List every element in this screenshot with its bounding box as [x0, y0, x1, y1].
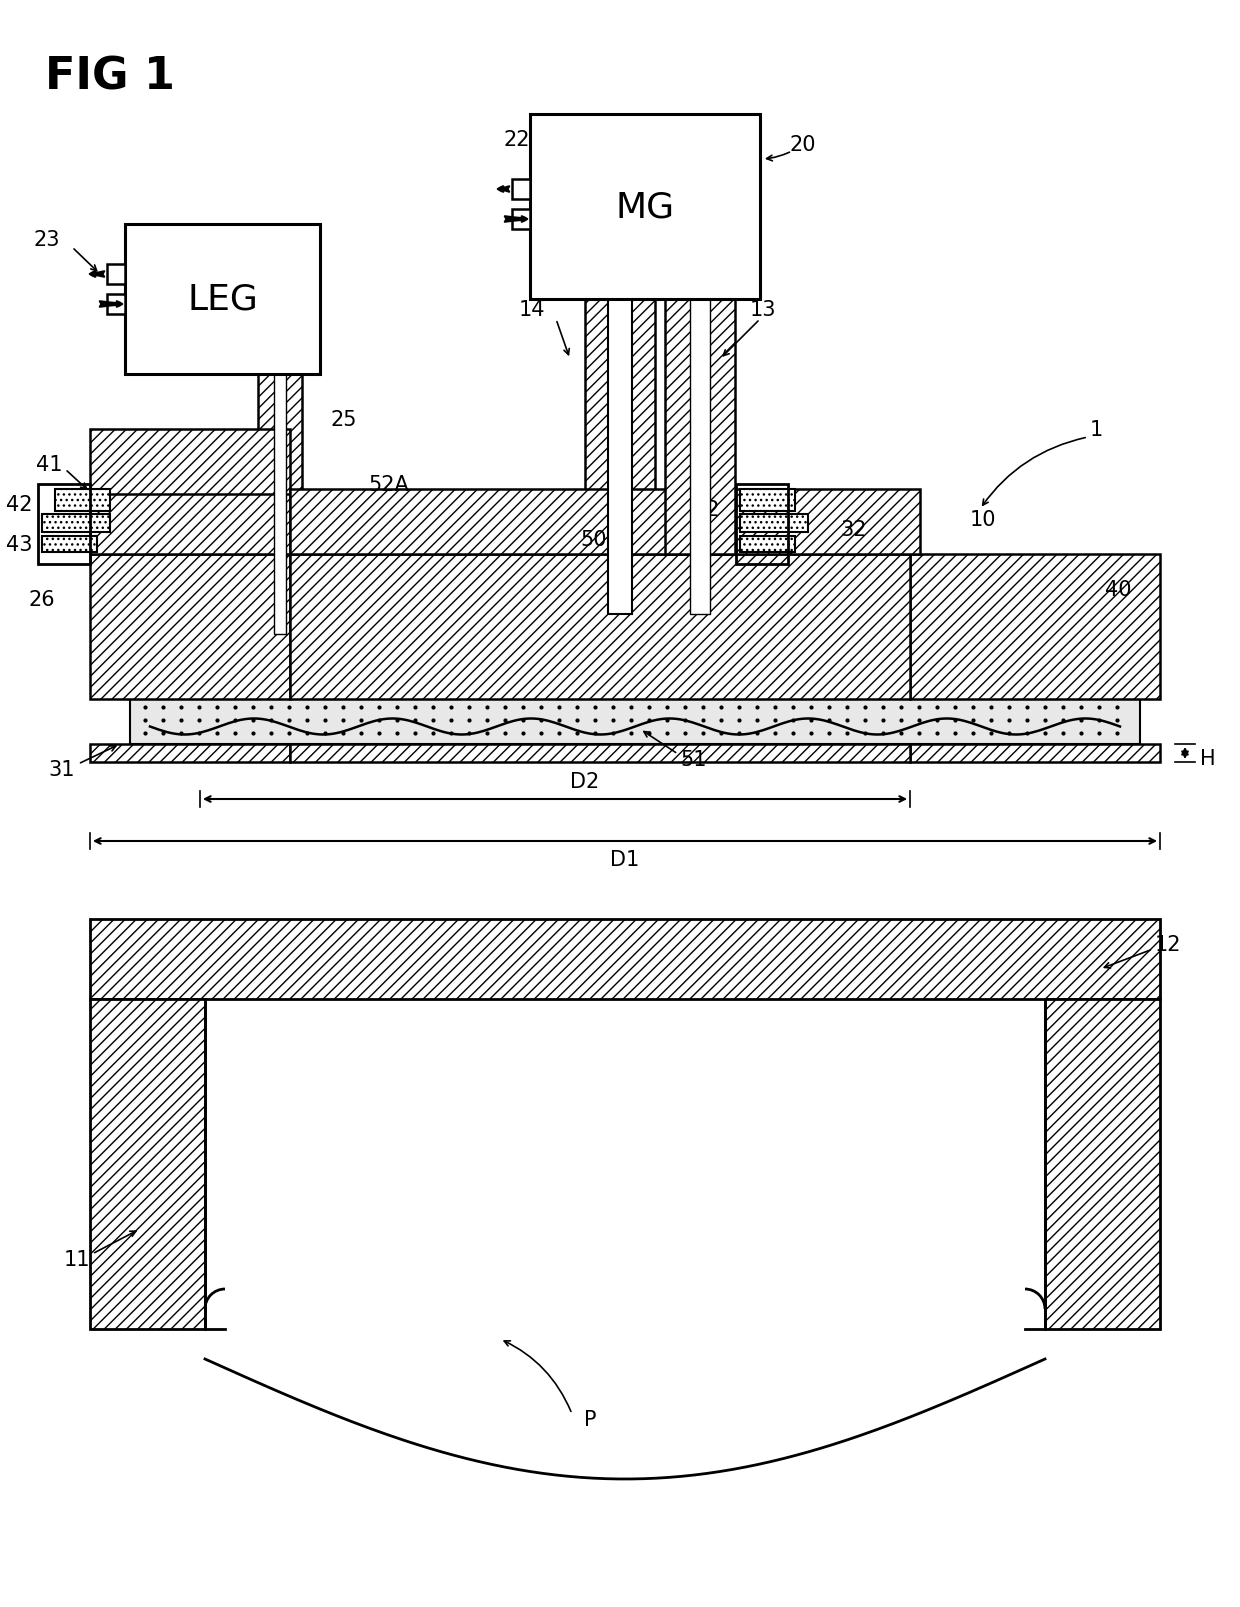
Text: 12: 12 [1154, 934, 1182, 955]
Bar [290, 490, 920, 554]
Text: 22: 22 [503, 130, 529, 149]
Text: 32: 32 [839, 519, 867, 540]
Bar [125, 225, 320, 374]
Text: 43: 43 [5, 535, 32, 554]
Bar [740, 537, 795, 553]
Bar [740, 514, 808, 532]
Text: 40: 40 [1105, 580, 1131, 599]
Text: 52A: 52A [368, 474, 409, 495]
Text: D2: D2 [570, 771, 600, 792]
Text: 23: 23 [33, 230, 60, 249]
Text: MG: MG [615, 190, 675, 225]
Bar [512, 180, 529, 199]
Text: 50: 50 [580, 530, 606, 550]
Text: 42: 42 [693, 500, 720, 519]
Bar [290, 554, 910, 699]
Text: P: P [584, 1409, 596, 1429]
Bar [38, 485, 91, 564]
Text: 42: 42 [5, 495, 32, 514]
Bar [737, 485, 787, 564]
Bar [665, 301, 735, 554]
Bar [107, 294, 125, 315]
Bar [910, 744, 1159, 763]
Bar [91, 1000, 205, 1329]
Text: FIG 1: FIG 1 [45, 55, 175, 98]
Text: 31: 31 [48, 760, 74, 779]
Bar [91, 744, 290, 763]
Bar [91, 919, 1159, 1000]
Bar [910, 554, 1159, 699]
Bar [107, 265, 125, 284]
Bar [42, 514, 110, 532]
Bar [512, 211, 529, 230]
Bar [91, 429, 290, 495]
Text: 20: 20 [790, 135, 816, 154]
Bar [290, 744, 910, 763]
Bar [585, 301, 655, 554]
Bar [91, 490, 290, 554]
Text: 51: 51 [680, 749, 707, 770]
Text: D1: D1 [610, 850, 640, 869]
Text: 1: 1 [1090, 419, 1104, 440]
Text: 11: 11 [63, 1249, 91, 1270]
Text: 14: 14 [518, 301, 546, 320]
Bar [740, 490, 795, 511]
Bar [55, 490, 110, 511]
Text: LEG: LEG [187, 283, 258, 317]
Text: H: H [1200, 749, 1215, 768]
Text: 41: 41 [36, 455, 62, 474]
Bar [1045, 1000, 1159, 1329]
Bar [91, 554, 290, 699]
Bar [608, 301, 632, 614]
Text: 13: 13 [750, 301, 776, 320]
Bar [529, 116, 760, 301]
Bar [130, 699, 1140, 744]
Text: 10: 10 [970, 509, 997, 530]
Text: 25: 25 [330, 410, 357, 429]
Bar [258, 374, 303, 554]
Bar [274, 374, 286, 635]
Bar [42, 537, 97, 553]
Bar [689, 301, 711, 614]
Text: 26: 26 [29, 590, 55, 609]
